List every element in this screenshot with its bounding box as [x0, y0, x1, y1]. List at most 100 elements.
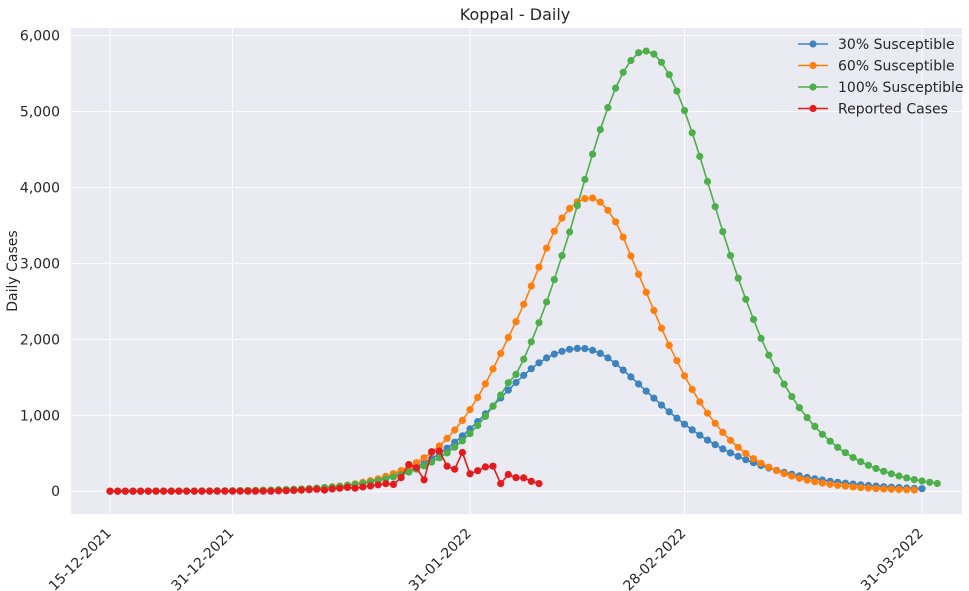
data-point — [520, 371, 528, 379]
data-point — [657, 58, 666, 66]
data-point — [320, 486, 329, 494]
data-point — [734, 452, 742, 460]
y-tick-label: 1,000 — [20, 408, 60, 424]
data-point — [612, 218, 620, 226]
data-point — [657, 324, 666, 332]
data-point — [328, 485, 336, 493]
data-point — [550, 276, 558, 284]
data-point — [642, 288, 650, 296]
data-point — [703, 436, 712, 444]
legend-marker — [809, 61, 817, 70]
data-point — [420, 476, 428, 484]
data-point — [895, 485, 903, 494]
data-point — [152, 487, 160, 495]
data-point — [780, 380, 788, 388]
data-point — [757, 334, 765, 342]
data-point — [305, 486, 313, 494]
data-point — [428, 448, 436, 456]
legend-label: 100% Susceptible — [838, 80, 964, 96]
data-point — [589, 150, 597, 158]
data-point — [297, 486, 306, 494]
data-point — [803, 476, 811, 484]
data-point — [497, 349, 505, 357]
data-point — [359, 483, 367, 491]
data-point — [160, 487, 168, 495]
data-point — [535, 263, 543, 271]
data-point — [259, 487, 267, 495]
data-point — [213, 487, 221, 495]
data-point — [711, 203, 719, 211]
data-point — [244, 487, 252, 495]
data-point — [236, 487, 244, 495]
data-point — [673, 87, 681, 95]
data-point — [550, 350, 558, 358]
data-point — [221, 487, 229, 495]
data-point — [826, 437, 834, 445]
data-point — [443, 462, 451, 470]
data-point — [711, 419, 719, 427]
data-point — [880, 485, 888, 493]
data-point — [903, 474, 911, 482]
data-point — [604, 206, 612, 214]
data-point — [489, 365, 497, 373]
data-point — [167, 487, 175, 495]
x-tick-label: 31-01-2022 — [406, 526, 475, 591]
data-point — [589, 194, 597, 202]
data-point — [351, 484, 359, 492]
legend-item: 60% Susceptible — [798, 59, 955, 75]
data-point — [458, 437, 466, 445]
data-point — [596, 349, 604, 357]
data-point — [765, 463, 773, 471]
data-point — [864, 484, 873, 492]
data-point — [795, 404, 804, 412]
data-point — [412, 464, 420, 472]
data-point — [527, 338, 535, 346]
data-point — [650, 50, 658, 58]
data-point — [474, 421, 482, 430]
data-point — [412, 459, 420, 467]
data-point — [635, 49, 643, 57]
data-point — [811, 478, 819, 486]
data-point — [849, 483, 857, 491]
data-point — [880, 467, 888, 475]
data-point — [818, 479, 827, 487]
x-tick-label: 31-12-2021 — [169, 526, 238, 591]
data-point — [489, 402, 497, 410]
data-point — [451, 443, 459, 451]
data-point — [734, 274, 742, 282]
data-point — [857, 458, 865, 466]
data-point — [834, 443, 842, 451]
data-point — [504, 333, 512, 342]
data-point — [627, 252, 635, 260]
data-point — [612, 84, 620, 92]
data-point — [520, 474, 528, 482]
data-point — [864, 461, 873, 469]
data-point — [688, 385, 696, 393]
data-point — [742, 295, 750, 303]
data-point — [374, 481, 382, 489]
data-point — [696, 398, 704, 406]
data-point — [497, 391, 505, 399]
legend-item: 30% Susceptible — [798, 37, 955, 53]
data-point — [673, 414, 681, 422]
data-point — [619, 366, 627, 374]
data-point — [481, 463, 489, 471]
data-point — [535, 480, 543, 488]
data-point — [558, 347, 566, 355]
data-point — [566, 228, 574, 236]
data-point — [512, 318, 520, 326]
y-tick-label: 6,000 — [20, 29, 60, 45]
data-point — [175, 487, 183, 495]
data-point — [550, 227, 558, 235]
x-axis-ticks: 15-12-2021 31-12-2021 31-01-2022 28-02-2022… — [46, 526, 927, 591]
y-tick-label: 2,000 — [20, 332, 60, 348]
data-point — [282, 487, 290, 495]
data-point — [619, 233, 627, 241]
data-point — [581, 175, 589, 184]
data-point — [581, 345, 589, 353]
data-point — [389, 473, 397, 481]
data-point — [535, 359, 543, 367]
data-point — [382, 480, 390, 488]
data-point — [772, 467, 781, 475]
data-point — [795, 474, 804, 482]
